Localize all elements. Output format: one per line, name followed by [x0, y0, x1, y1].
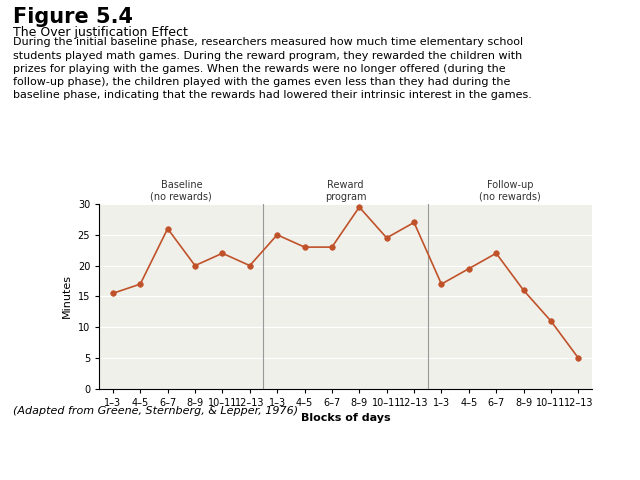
Text: Follow-up
(no rewards): Follow-up (no rewards)	[479, 180, 541, 202]
Text: (Adapted from Greene, Sternberg, & Lepper, 1976): (Adapted from Greene, Sternberg, & Leppe…	[13, 406, 298, 416]
Text: Copyright © 2016, 2013, 2010 Pearson Education, Inc.  All Rights Reserved: Copyright © 2016, 2013, 2010 Pearson Edu…	[10, 459, 403, 469]
Text: Reward
program: Reward program	[325, 180, 366, 202]
Y-axis label: Minutes: Minutes	[62, 275, 72, 318]
Text: The Over justification Effect: The Over justification Effect	[13, 26, 188, 39]
Text: PEARSON: PEARSON	[534, 456, 630, 473]
Text: During the initial baseline phase, researchers measured how much time elementary: During the initial baseline phase, resea…	[13, 37, 532, 100]
Text: Figure 5.4: Figure 5.4	[13, 7, 133, 27]
Text: Baseline
(no rewards): Baseline (no rewards)	[150, 180, 212, 202]
X-axis label: Blocks of days: Blocks of days	[301, 413, 390, 423]
